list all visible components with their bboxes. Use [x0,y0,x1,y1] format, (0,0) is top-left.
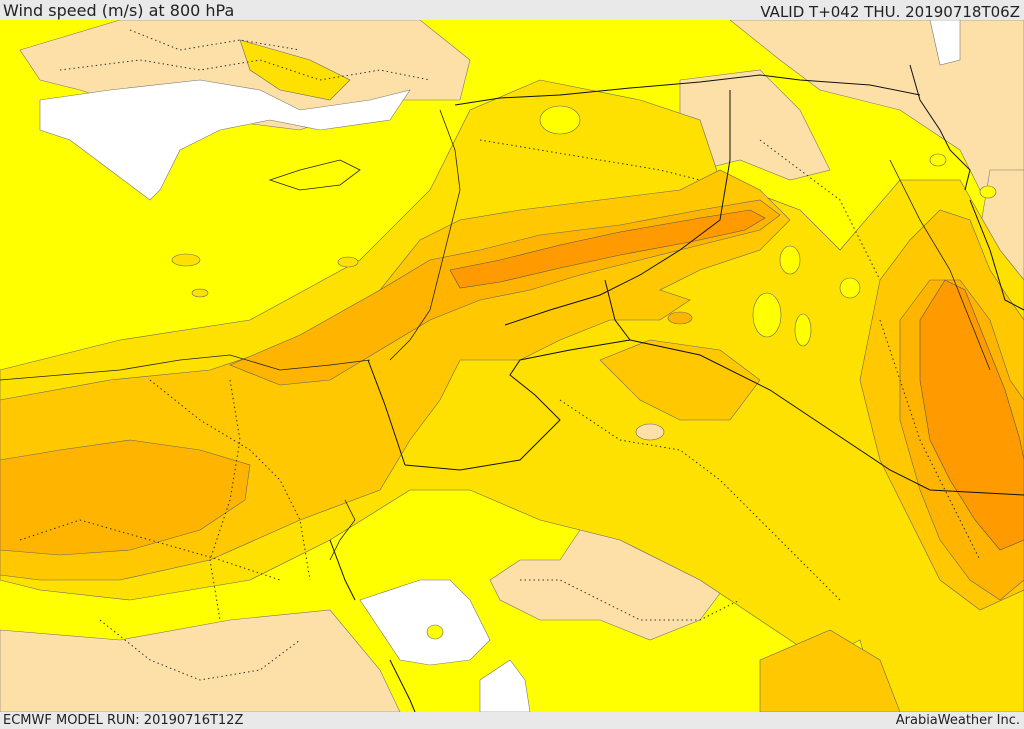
gold-north-patch [239,39,351,101]
coast-gulf [889,159,991,371]
blob-3 [337,256,359,268]
coast-levant [389,109,461,361]
blob-10 [539,105,581,135]
coast-sinai [329,499,356,561]
dotted-iraq [759,139,881,281]
small-contour-blobs [171,105,997,640]
valid-time: VALID T+042 THU. 20190718T06Z [760,3,1020,21]
header-bar: Wind speed (m/s) at 800 hPa VALID T+042 … [0,0,1024,21]
white-red-sea [359,579,491,666]
white-east-med [39,79,411,201]
blob-6 [794,313,812,347]
border-saudi-iraq-kuwait [629,339,1024,496]
wind-speed-map [0,20,1024,712]
blob-11 [426,624,444,640]
border-turkey-syria [454,74,921,106]
internal-boundaries [19,29,981,681]
border-iraq-iran [909,64,971,191]
blob-13 [667,311,693,325]
border-syria-iraq [504,90,731,326]
footer-bar: ECMWF MODEL RUN: 20190716T12Z ArabiaWeat… [0,712,1024,729]
map-title: Wind speed (m/s) at 800 hPa [3,1,235,20]
dotted-iran [879,319,981,561]
credit: ArabiaWeather Inc. [895,713,1020,728]
no-data-areas [39,20,961,712]
orange-core-jet [449,209,766,289]
coastlines [0,109,991,561]
dotted-egypt-3 [209,379,241,621]
low-wind-sudan [0,609,401,712]
coast-egypt-north [0,354,371,381]
border-egypt-israel [367,359,406,466]
amber-south [759,629,901,712]
blob-7 [839,277,861,299]
coast-cyprus [268,159,361,191]
blob-2 [191,288,209,298]
blob-5 [752,292,782,338]
orange-core-east [919,279,1024,551]
low-wind-north-east [729,20,1024,221]
white-south [479,659,531,712]
border-jordan-saudi [404,279,631,471]
blob-8 [929,153,947,167]
orange-light-west [0,439,251,556]
border-egypt-sudan-red-sea [329,539,356,601]
borders [329,64,1024,712]
dotted-turkey-2 [129,29,301,51]
amber-saudi [599,339,761,421]
blob-12 [635,423,665,441]
white-caspian [929,20,961,66]
border-iran-gulf [969,199,1024,311]
dotted-sudan [99,619,301,681]
orange-core [449,209,1024,551]
dotted-egypt-2 [19,519,281,581]
dotted-syria [479,139,701,181]
blob-4 [779,245,801,275]
blob-9 [979,185,997,199]
blob-1 [171,253,201,267]
model-run: ECMWF MODEL RUN: 20190716T12Z [3,713,244,728]
dotted-saudi [559,399,841,601]
border-sudan [389,659,416,712]
